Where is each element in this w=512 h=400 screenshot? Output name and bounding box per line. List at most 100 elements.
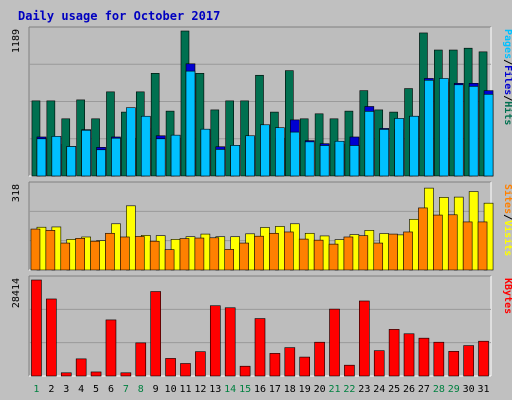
bar-pages-day-20 <box>319 145 330 177</box>
panel-hits-files-pages: 1189 Pages/Files/Hits <box>11 26 512 177</box>
bar-sites-day-9 <box>149 240 160 271</box>
day-label: 8 <box>138 384 144 395</box>
bar-kbytes-day-27 <box>418 337 430 377</box>
day-label: 16 <box>254 384 266 395</box>
bar-pages-day-9 <box>155 138 166 177</box>
bar-pages-day-17 <box>275 127 285 177</box>
bar-pages-day-31 <box>483 93 494 177</box>
bar-sites-day-2 <box>45 230 56 271</box>
bar-kbytes-day-20 <box>314 341 325 377</box>
day-label: 4 <box>78 384 84 395</box>
bar-sites-day-27 <box>418 207 428 271</box>
bar-sites-day-20 <box>313 239 324 271</box>
day-label: 28 <box>433 384 445 395</box>
bar-hits-day-9 <box>150 73 160 177</box>
bar-kbytes-day-5 <box>90 371 102 377</box>
bar-kbytes-day-1 <box>31 279 42 377</box>
day-label: 1 <box>33 384 39 395</box>
day-label: 27 <box>418 384 430 395</box>
bar-kbytes-day-3 <box>60 372 72 377</box>
bar-kbytes-day-6 <box>105 319 117 377</box>
bar-pages-day-1 <box>36 138 47 177</box>
y-max-label: 28414 <box>11 278 22 308</box>
bar-sites-day-14 <box>224 249 234 271</box>
day-label: 7 <box>123 384 129 395</box>
day-label: 10 <box>165 384 177 395</box>
bar-sites-day-23 <box>358 235 369 271</box>
bar-hits-day-12 <box>195 73 205 177</box>
bar-sites-day-19 <box>298 238 309 271</box>
legend-item: / <box>502 95 512 101</box>
bar-sites-day-31 <box>477 221 488 271</box>
bar-kbytes-day-4 <box>75 358 87 377</box>
bar-pages-day-24 <box>379 129 390 177</box>
bar-sites-day-22 <box>343 236 354 271</box>
bar-sites-day-10 <box>164 249 175 271</box>
day-label: 14 <box>224 384 236 395</box>
day-label: 20 <box>314 384 326 395</box>
bar-pages-day-27 <box>424 79 434 177</box>
bar-pages-day-25 <box>394 118 404 177</box>
day-label: 24 <box>373 384 385 395</box>
bar-pages-day-22 <box>349 145 360 177</box>
bar-sites-day-17 <box>269 232 279 271</box>
panel-visits-sites: 318 Sites/Visits <box>11 181 512 271</box>
bar-pages-day-18 <box>290 131 300 177</box>
legend-item: Hits <box>502 101 512 125</box>
day-label: 6 <box>108 384 114 395</box>
bar-kbytes-day-8 <box>135 342 147 377</box>
bar-sites-day-29 <box>447 214 458 271</box>
legend-item: Visits <box>502 220 512 256</box>
legend-item: Sites <box>502 184 512 214</box>
bar-kbytes-day-31 <box>478 340 489 377</box>
bar-sites-day-21 <box>328 243 339 271</box>
day-label: 11 <box>179 384 191 395</box>
bar-hits-day-13 <box>210 109 220 177</box>
bar-kbytes-day-25 <box>388 329 400 377</box>
day-label: 2 <box>48 384 54 395</box>
bar-pages-day-30 <box>468 86 479 177</box>
bar-pages-day-2 <box>51 136 62 177</box>
bar-sites-day-26 <box>403 231 413 271</box>
bar-pages-day-19 <box>304 141 315 177</box>
day-label: 19 <box>299 384 311 395</box>
bar-hits-day-6 <box>106 91 115 177</box>
y-max-label: 1189 <box>11 29 22 53</box>
day-label: 22 <box>343 384 355 395</box>
chart-title: Daily usage for October 2017 <box>18 9 220 23</box>
bar-pages-day-7 <box>126 107 136 177</box>
day-label: 25 <box>388 384 400 395</box>
bar-sites-day-24 <box>373 242 384 271</box>
legend: KBytes <box>502 278 512 314</box>
bar-pages-day-6 <box>111 137 121 177</box>
legend-item: Pages <box>502 29 512 59</box>
day-label: 9 <box>153 384 159 395</box>
day-label: 31 <box>478 384 490 395</box>
bar-kbytes-day-9 <box>150 291 161 377</box>
bar-kbytes-day-19 <box>299 356 311 377</box>
legend-item: Files <box>502 65 512 95</box>
day-label: 17 <box>269 384 281 395</box>
bar-sites-day-11 <box>179 238 190 271</box>
bar-pages-day-14 <box>230 145 240 177</box>
bar-sites-day-16 <box>254 235 264 271</box>
bar-kbytes-day-28 <box>433 341 445 377</box>
bar-pages-day-5 <box>96 149 106 177</box>
bar-kbytes-day-18 <box>284 347 296 377</box>
day-label: 18 <box>284 384 296 395</box>
bar-pages-day-12 <box>200 128 211 177</box>
bar-sites-day-18 <box>284 231 294 271</box>
y-max-label: 318 <box>11 184 22 202</box>
bar-pages-day-4 <box>81 129 91 177</box>
day-label: 29 <box>448 384 460 395</box>
bar-sites-day-4 <box>75 238 85 271</box>
bar-kbytes-day-7 <box>120 372 132 377</box>
legend: Pages/Files/Hits <box>502 29 512 125</box>
bar-pages-day-16 <box>260 124 270 177</box>
bar-kbytes-day-17 <box>269 353 281 377</box>
bar-sites-day-25 <box>388 233 398 271</box>
bar-kbytes-day-11 <box>180 363 191 377</box>
bar-pages-day-10 <box>170 134 181 177</box>
bar-pages-day-3 <box>66 146 77 177</box>
